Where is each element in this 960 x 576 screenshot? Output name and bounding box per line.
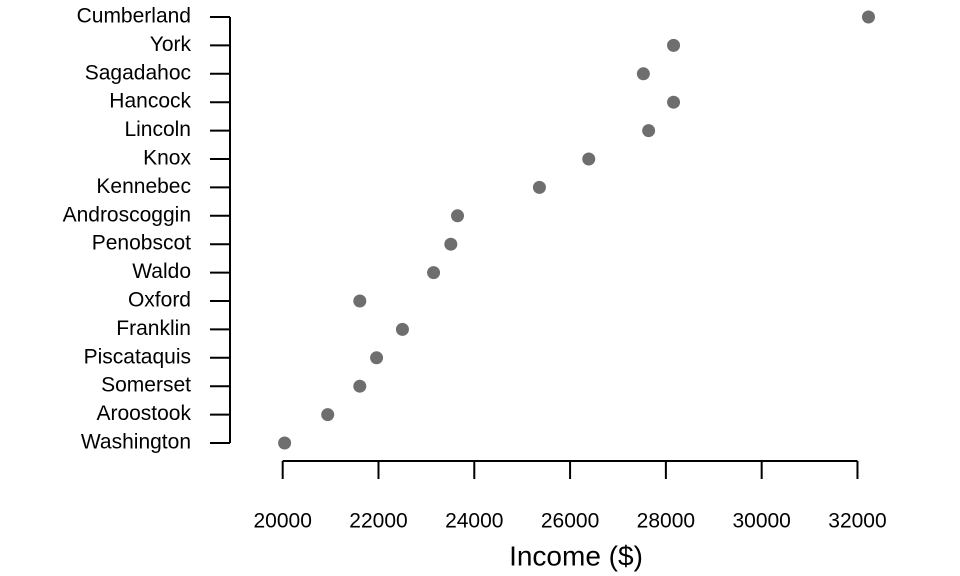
y-tick-label: York [150,33,192,56]
dot [353,379,367,393]
y-tick-label: Knox [143,147,191,170]
x-tick-label: 30000 [732,510,790,533]
dot [353,294,367,308]
y-tick-label: Franklin [116,317,191,340]
x-tick-label: 26000 [541,510,599,533]
x-tick-label: 28000 [637,510,695,533]
dot [370,351,384,365]
x-axis-title: Income ($) [509,540,643,571]
y-tick-label: Aroostook [96,402,191,425]
y-tick-label: Oxford [128,289,191,312]
x-tick-label: 24000 [445,510,503,533]
y-tick-label: Lincoln [124,118,191,141]
y-tick-label: Piscataquis [84,345,191,368]
y-tick-label: Kennebec [96,175,191,198]
dot [321,408,335,422]
dot [667,38,681,52]
dot [636,67,650,81]
y-tick-label: Somerset [101,374,191,397]
y-tick-label: Washington [81,431,191,454]
dot [278,436,292,450]
x-tick-label: 20000 [253,510,311,533]
y-tick-label: Waldo [132,260,191,283]
dot [582,152,596,166]
x-tick-label: 32000 [828,510,886,533]
dot [444,237,458,251]
x-tick-label: 22000 [349,510,407,533]
y-tick-label: Cumberland [77,5,191,28]
y-tick-label: Sagadahoc [85,61,191,84]
y-tick-label: Androscoggin [63,203,191,226]
dot [395,322,409,336]
dot [532,180,546,194]
y-tick-label: Penobscot [92,232,191,255]
dot [861,10,875,24]
dot [667,95,681,109]
dot [642,124,656,138]
y-tick-label: Hancock [109,90,191,113]
dot [451,209,465,223]
dot [427,266,441,280]
